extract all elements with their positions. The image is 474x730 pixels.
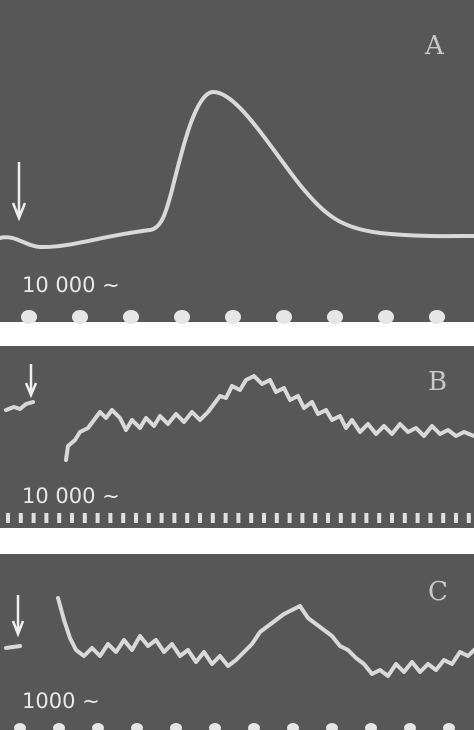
time-mark [300, 513, 304, 523]
time-mark [327, 310, 343, 324]
time-mark [123, 310, 139, 324]
time-mark [276, 310, 292, 324]
time-mark [288, 513, 292, 523]
time-mark [211, 513, 215, 523]
time-mark [21, 310, 37, 324]
time-mark [72, 310, 88, 324]
time-mark [428, 513, 432, 523]
time-mark-label: 10 000 ∼ [22, 273, 120, 297]
time-mark [121, 513, 125, 523]
time-mark [57, 513, 61, 523]
time-mark [160, 513, 164, 523]
time-mark [147, 513, 151, 523]
time-mark-label: 1000 ∼ [22, 689, 100, 713]
time-mark [339, 513, 343, 523]
time-mark [32, 513, 36, 523]
time-mark [96, 513, 100, 523]
time-mark [467, 513, 471, 523]
time-mark [172, 513, 176, 523]
time-mark [378, 310, 394, 324]
time-mark [70, 513, 74, 523]
figure: A 10 000 ∼ B 10 000 ∼ C 1000 ∼ [0, 0, 474, 730]
time-mark [390, 513, 394, 523]
time-mark [134, 513, 138, 523]
trace-c-start [6, 646, 20, 648]
time-mark [249, 513, 253, 523]
panel-label: B [428, 367, 447, 397]
time-mark [19, 513, 23, 523]
time-mark [352, 513, 356, 523]
panel-label: A [424, 31, 445, 61]
time-mark [6, 513, 10, 523]
time-mark [262, 513, 266, 523]
time-mark [108, 513, 112, 523]
time-mark [416, 513, 420, 523]
time-mark [364, 513, 368, 523]
time-mark [83, 513, 87, 523]
time-mark-label: 10 000 ∼ [22, 484, 120, 508]
page: {"panels": [ {"label": "A", "time_mark":… [0, 0, 474, 730]
time-mark [326, 513, 330, 523]
time-mark [441, 513, 445, 523]
time-mark [313, 513, 317, 523]
time-mark [198, 513, 202, 523]
time-mark [185, 513, 189, 523]
panel-label: C [428, 577, 448, 607]
time-mark [236, 513, 240, 523]
time-mark [275, 513, 279, 523]
time-mark [429, 310, 445, 324]
time-mark [377, 513, 381, 523]
time-mark [44, 513, 48, 523]
time-mark [224, 513, 228, 523]
time-mark [403, 513, 407, 523]
time-mark [454, 513, 458, 523]
time-mark [174, 310, 190, 324]
time-mark [225, 310, 241, 324]
